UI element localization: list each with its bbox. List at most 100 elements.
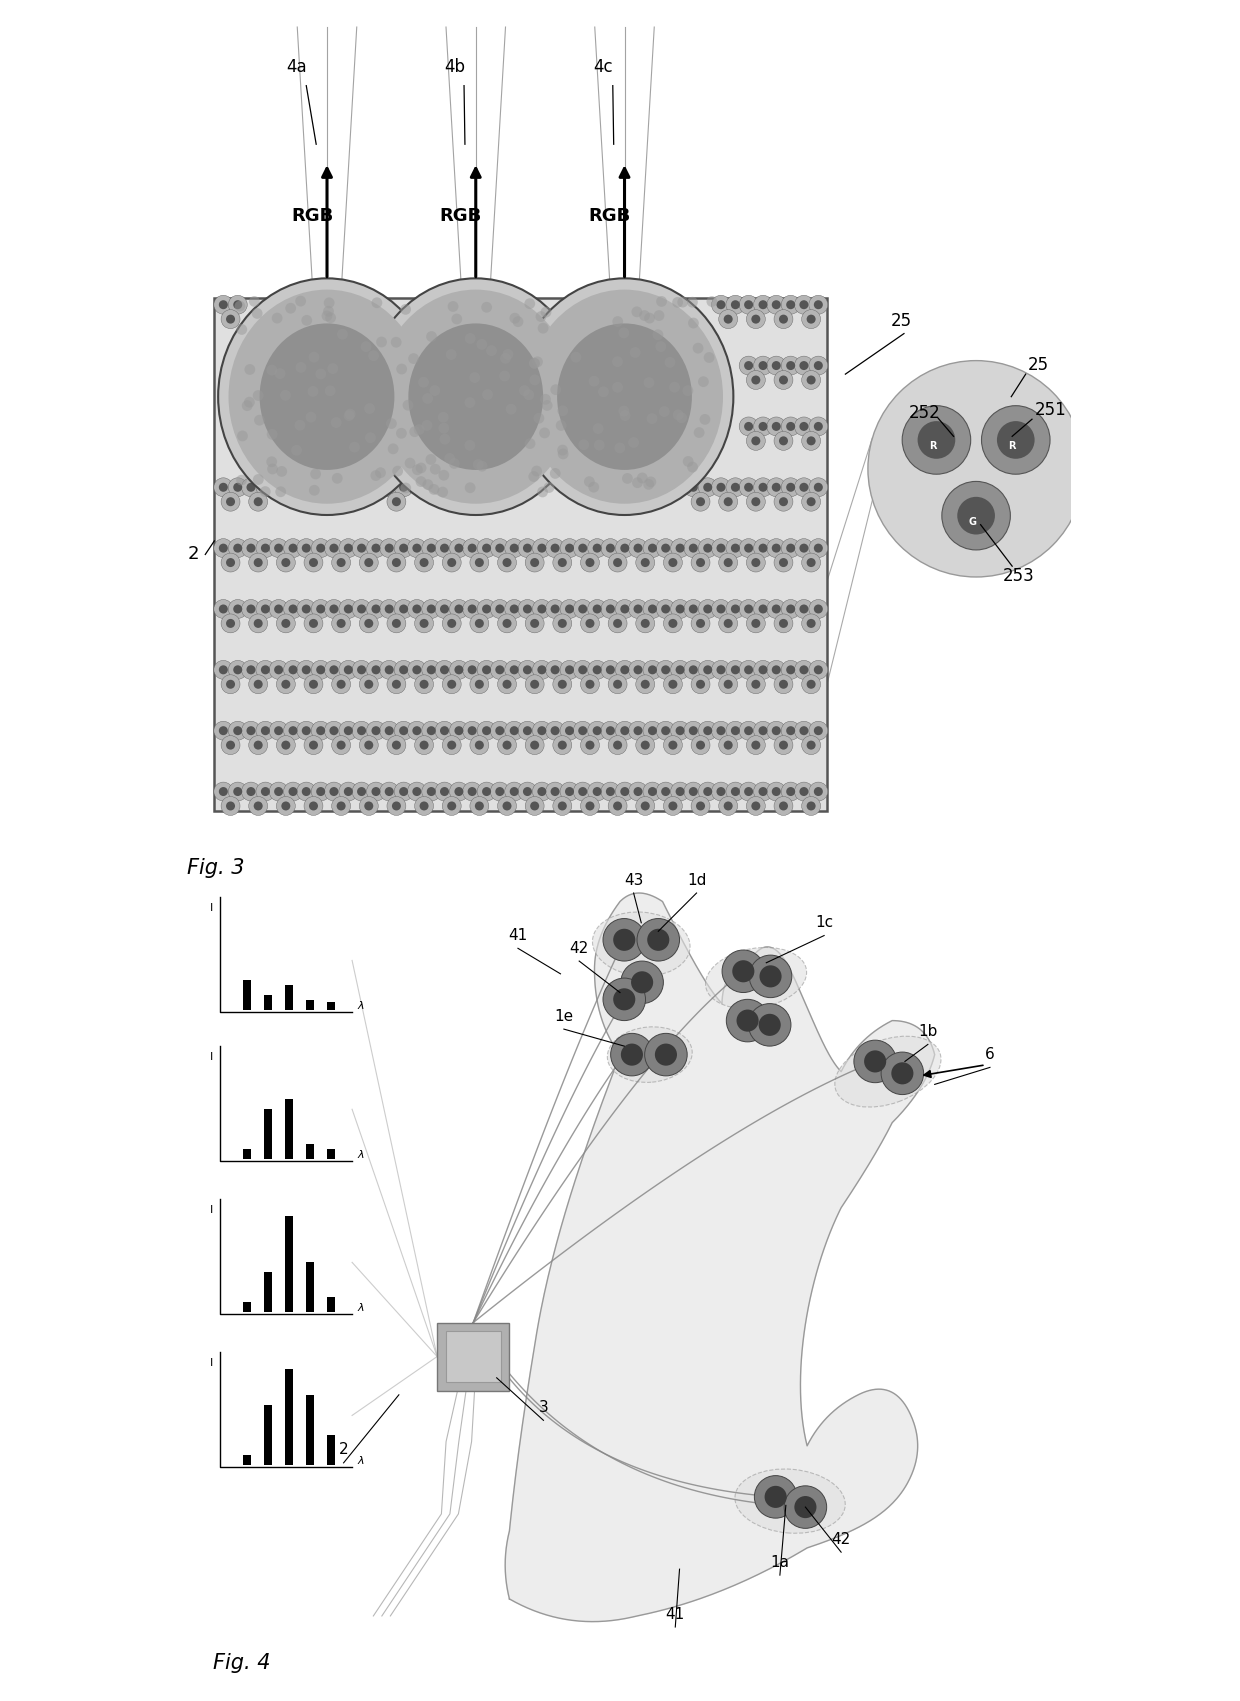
Circle shape: [467, 726, 476, 735]
Circle shape: [226, 558, 236, 566]
Circle shape: [277, 675, 295, 694]
Ellipse shape: [526, 289, 723, 503]
Circle shape: [252, 308, 263, 318]
Circle shape: [601, 660, 620, 679]
Circle shape: [510, 544, 518, 553]
Circle shape: [621, 961, 663, 1004]
Circle shape: [274, 544, 283, 553]
Circle shape: [331, 796, 351, 815]
Circle shape: [233, 726, 242, 735]
Circle shape: [296, 782, 316, 801]
Circle shape: [315, 369, 326, 379]
Bar: [327, 1150, 335, 1160]
Circle shape: [218, 483, 228, 492]
Circle shape: [585, 619, 594, 628]
Circle shape: [565, 665, 574, 674]
Circle shape: [529, 374, 541, 384]
Circle shape: [558, 449, 569, 459]
Circle shape: [226, 315, 236, 323]
Circle shape: [497, 553, 517, 572]
Circle shape: [309, 801, 317, 810]
Circle shape: [401, 304, 410, 315]
Circle shape: [712, 599, 730, 619]
Bar: [327, 1002, 335, 1010]
Circle shape: [518, 782, 537, 801]
Circle shape: [725, 599, 745, 619]
Circle shape: [242, 782, 260, 801]
Circle shape: [497, 675, 517, 694]
Circle shape: [683, 721, 703, 740]
Circle shape: [744, 726, 753, 735]
Text: 1d: 1d: [687, 873, 707, 888]
Circle shape: [427, 604, 435, 614]
Circle shape: [671, 539, 689, 558]
Circle shape: [553, 614, 572, 633]
Circle shape: [724, 497, 733, 507]
Circle shape: [771, 483, 781, 492]
Circle shape: [717, 604, 725, 614]
Circle shape: [367, 782, 386, 801]
Circle shape: [360, 614, 378, 633]
Circle shape: [551, 544, 559, 553]
Circle shape: [676, 604, 684, 614]
Circle shape: [336, 558, 346, 566]
Circle shape: [213, 296, 233, 315]
Circle shape: [649, 544, 657, 553]
Circle shape: [242, 478, 260, 497]
Circle shape: [269, 721, 288, 740]
Circle shape: [281, 680, 290, 689]
Circle shape: [409, 427, 420, 437]
Circle shape: [392, 740, 401, 750]
Circle shape: [454, 604, 464, 614]
Circle shape: [529, 357, 539, 369]
Circle shape: [601, 599, 620, 619]
Circle shape: [688, 726, 698, 735]
Circle shape: [236, 475, 247, 485]
Circle shape: [558, 619, 567, 628]
Circle shape: [619, 328, 629, 338]
Circle shape: [663, 675, 682, 694]
Circle shape: [254, 415, 265, 425]
Circle shape: [343, 544, 353, 553]
Circle shape: [379, 478, 399, 497]
Circle shape: [281, 619, 290, 628]
Circle shape: [614, 929, 635, 951]
Circle shape: [228, 478, 247, 497]
Circle shape: [423, 393, 433, 403]
Circle shape: [813, 299, 823, 310]
Circle shape: [242, 721, 260, 740]
Circle shape: [467, 665, 476, 674]
Circle shape: [584, 476, 595, 486]
Circle shape: [392, 558, 401, 566]
Circle shape: [277, 735, 295, 755]
Circle shape: [308, 386, 319, 396]
Circle shape: [712, 660, 730, 679]
Circle shape: [649, 788, 657, 796]
Circle shape: [444, 452, 455, 464]
Circle shape: [384, 788, 394, 796]
Circle shape: [779, 376, 787, 384]
Circle shape: [795, 296, 813, 315]
Circle shape: [255, 721, 275, 740]
Circle shape: [730, 604, 740, 614]
Circle shape: [228, 599, 247, 619]
Circle shape: [608, 735, 627, 755]
Circle shape: [649, 726, 657, 735]
Circle shape: [727, 998, 769, 1041]
Circle shape: [413, 788, 422, 796]
Circle shape: [813, 361, 823, 371]
Circle shape: [500, 352, 511, 364]
Circle shape: [518, 539, 537, 558]
Circle shape: [613, 383, 622, 393]
Bar: [243, 1456, 250, 1465]
Circle shape: [800, 361, 808, 371]
Circle shape: [325, 313, 336, 323]
Circle shape: [301, 604, 311, 614]
Circle shape: [386, 418, 397, 429]
Circle shape: [502, 619, 512, 628]
Circle shape: [357, 604, 366, 614]
Circle shape: [267, 364, 278, 376]
Circle shape: [537, 486, 548, 497]
Circle shape: [724, 740, 733, 750]
Text: 25: 25: [890, 313, 911, 330]
